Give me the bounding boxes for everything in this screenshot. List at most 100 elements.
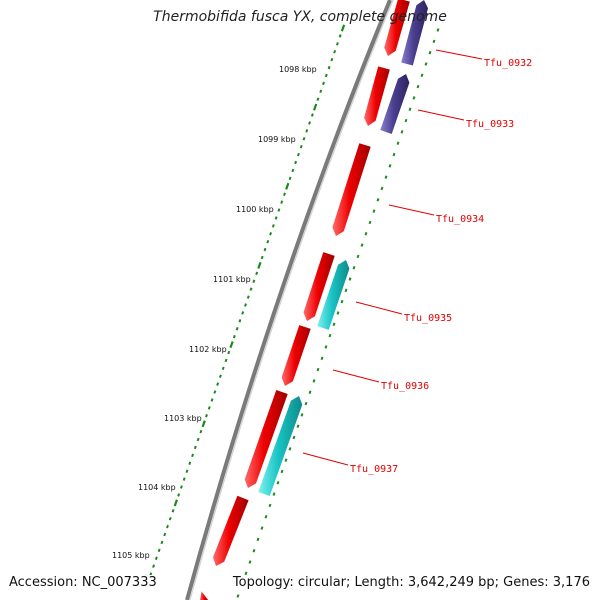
tick-mark	[154, 556, 158, 561]
tick-mark	[340, 24, 346, 32]
scale-label: 1102 kbp	[189, 345, 227, 354]
tick-mark	[224, 358, 228, 363]
tick-mark	[304, 401, 308, 406]
tick-mark	[264, 515, 268, 519]
tick-mark	[283, 192, 286, 196]
tick-mark	[218, 374, 222, 378]
tick-mark	[408, 107, 412, 111]
gene-arrow	[244, 390, 288, 488]
tick-mark	[207, 406, 211, 410]
scale-labels: 1098 kbp 1099 kbp 1100 kbp 1101 kbp 1102 kbp…	[112, 65, 317, 560]
tick-mark	[244, 571, 248, 576]
tick-mark	[308, 121, 312, 125]
tick-mark	[344, 288, 348, 293]
tick-mark	[285, 182, 290, 190]
tick-mark	[432, 39, 436, 44]
tick-mark	[199, 429, 203, 434]
tick-mark	[235, 326, 239, 331]
tick-mark	[400, 130, 404, 134]
tick-mark	[332, 322, 336, 327]
gene-labels: Tfu_0932 Tfu_0933 Tfu_0934 Tfu_0935 Tfu_0936…	[302, 49, 532, 475]
gene-arrow	[200, 590, 209, 600]
tick-mark	[360, 243, 364, 247]
tick-mark	[327, 65, 331, 70]
scale-label: 1101 kbp	[213, 275, 251, 284]
tick-mark	[330, 57, 334, 62]
tick-mark	[324, 73, 328, 78]
tick-mark	[324, 345, 328, 349]
tick-mark	[256, 537, 260, 542]
tick-mark	[288, 447, 292, 451]
tick-mark	[277, 208, 281, 212]
gene-arrow	[380, 74, 410, 134]
tick-mark	[191, 453, 195, 458]
tick-mark	[348, 277, 352, 281]
tick-mark	[335, 42, 339, 46]
tick-mark	[380, 186, 384, 191]
tick-mark	[271, 224, 275, 228]
tick-mark	[424, 62, 428, 66]
gene-label: Tfu_0934	[436, 214, 484, 225]
gene-arrow	[364, 66, 390, 126]
tick-mark	[249, 287, 253, 291]
accession-text: Accession: NC_007333	[9, 575, 157, 590]
tick-mark	[241, 311, 245, 315]
tick-mark	[372, 209, 376, 213]
tick-mark	[291, 168, 295, 173]
tick-mark	[157, 548, 161, 553]
tick-mark	[428, 50, 432, 55]
gene-arrow	[213, 495, 249, 566]
tick-mark	[221, 366, 225, 371]
tick-mark	[201, 420, 206, 428]
tick-mark	[238, 319, 242, 323]
tick-mark	[160, 540, 164, 545]
gene-arrow	[317, 260, 350, 330]
gene-features	[200, 0, 428, 600]
tick-mark	[260, 526, 264, 530]
tick-mark	[320, 356, 324, 361]
tick-mark	[392, 152, 396, 157]
tick-mark	[388, 164, 392, 168]
tick-mark	[296, 152, 300, 157]
gene-arrow	[401, 0, 428, 66]
tick-mark	[216, 382, 220, 386]
tick-mark	[246, 295, 250, 299]
gene-arrow	[258, 396, 303, 496]
tick-mark	[177, 493, 181, 497]
gene-arrow	[303, 252, 335, 321]
gene-arrow	[332, 143, 371, 236]
tick-mark	[280, 469, 284, 474]
tick-mark	[340, 299, 344, 304]
tick-mark	[308, 390, 312, 394]
tick-mark	[368, 220, 372, 225]
genome-summary-text: Topology: circular; Length: 3,642,249 bp…	[232, 575, 590, 590]
gene-arrow	[281, 325, 311, 386]
leader-line	[435, 49, 483, 60]
tick-mark	[313, 103, 318, 111]
tick-mark	[296, 424, 300, 428]
tick-mark	[338, 34, 342, 38]
tick-mark	[305, 129, 309, 133]
tick-mark	[248, 560, 252, 564]
tick-mark	[436, 28, 440, 32]
tick-mark	[292, 435, 296, 440]
tick-mark	[302, 137, 306, 141]
tick-mark	[310, 113, 314, 117]
tick-mark	[284, 458, 288, 462]
tick-mark	[294, 160, 298, 165]
tick-mark	[252, 548, 256, 553]
tick-mark	[316, 367, 320, 372]
map-title: Thermobifida fusca YX, complete genome	[153, 9, 447, 25]
leader-line	[355, 301, 403, 315]
gene-label: Tfu_0933	[466, 119, 514, 130]
tick-mark	[276, 481, 280, 485]
tick-mark	[356, 254, 360, 259]
tick-mark	[163, 532, 167, 537]
tick-mark	[396, 141, 400, 145]
tick-mark	[420, 73, 424, 78]
tick-mark	[280, 200, 284, 204]
tick-mark	[352, 265, 356, 270]
tick-mark	[274, 216, 278, 220]
gene-label: Tfu_0935	[404, 313, 452, 324]
scale-label: 1105 kbp	[112, 551, 150, 560]
